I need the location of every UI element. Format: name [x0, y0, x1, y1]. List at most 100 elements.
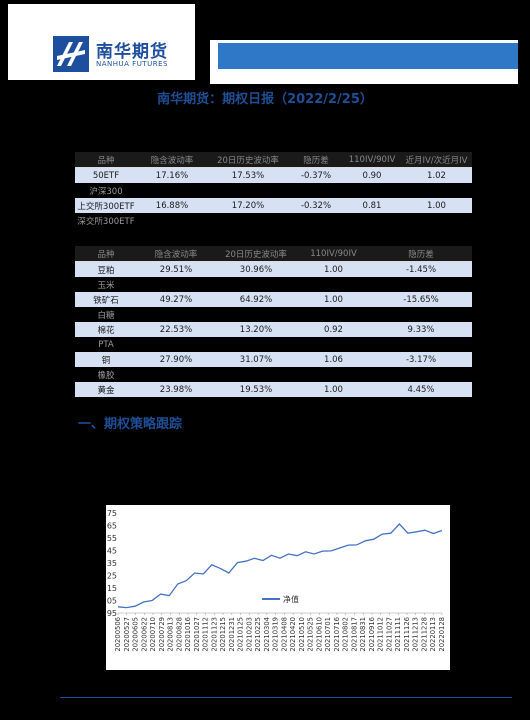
logo-text-cn: 南华期货	[96, 42, 168, 62]
table-cell	[215, 337, 297, 352]
x-tick-label: 20211126	[403, 617, 411, 652]
etf-option-table-body: 品种 隐含波动率 20日历史波动率 隐历差 110IV/90IV 近月IV/次近月IV 50…	[75, 152, 472, 228]
x-tick-label: 20210319	[272, 617, 280, 652]
table-cell	[215, 367, 297, 382]
table-cell	[401, 213, 472, 228]
x-tick-label: 20210510	[298, 617, 306, 652]
table-cell: 0.90	[343, 167, 401, 183]
table-cell	[137, 183, 207, 198]
table-cell	[370, 367, 472, 382]
table-cell	[137, 367, 215, 382]
x-tick-label: 20201016	[184, 617, 192, 652]
column-header: 110IV/90IV	[343, 152, 401, 168]
table-row: 深交所300ETF	[75, 213, 472, 228]
x-tick-label: 20211213	[412, 617, 420, 652]
table-cell: 黄金	[75, 382, 137, 397]
x-tick-label: 20210525	[307, 617, 315, 652]
table-cell: 铜	[75, 352, 137, 367]
table-cell: 橡胶	[75, 367, 137, 382]
column-header: 隐历差	[289, 152, 343, 168]
x-tick-label: 20200622	[140, 617, 148, 652]
table-cell: 1.00	[297, 261, 370, 277]
y-tick-label: 0.95	[106, 609, 117, 618]
table-cell: 64.92%	[215, 292, 297, 307]
x-tick-label: 20200710	[149, 617, 157, 652]
section-title: 一、期权策略跟踪	[78, 417, 183, 432]
table-cell: 0.81	[343, 198, 401, 213]
table-row: 50ETF 17.16% 17.53% -0.37% 0.90 1.02	[75, 167, 472, 183]
x-tick-label: 20200813	[167, 617, 175, 652]
x-tick-label: 20210125	[237, 617, 245, 652]
x-tick-label: 20201123	[210, 617, 218, 652]
table-cell	[370, 277, 472, 292]
logo-text-en: NANHUA FUTURES	[96, 60, 168, 68]
table-row: 上交所300ETF 16.88% 17.20% -0.32% 0.81 1.00	[75, 198, 472, 213]
header-banner-bar	[218, 43, 518, 69]
nav-chart: 1.751.651.551.451.351.251.151.050.952020…	[99, 505, 450, 670]
table-cell	[137, 213, 207, 228]
table-cell: 27.90%	[137, 352, 215, 367]
x-tick-label: 20200527	[123, 617, 131, 652]
x-tick-label: 20201231	[228, 617, 236, 652]
table-cell	[207, 213, 289, 228]
table-cell	[297, 277, 370, 292]
table-cell	[297, 307, 370, 322]
y-tick-label: 1.05	[106, 597, 117, 606]
table-cell: -0.37%	[289, 167, 343, 183]
table-row: 铁矿石 49.27% 64.92% 1.00 -15.65%	[75, 292, 472, 307]
table-cell: 沪深300	[75, 183, 137, 198]
etf-option-table: 品种 隐含波动率 20日历史波动率 隐历差 110IV/90IV 近月IV/次近月IV 50…	[75, 152, 472, 228]
table-cell: 白糖	[75, 307, 137, 322]
column-header: 品种	[75, 246, 137, 262]
table-row: 豆粕 29.51% 30.96% 1.00 -1.45%	[75, 261, 472, 277]
table-row: 玉米	[75, 277, 472, 292]
x-tick-label: 20200729	[158, 617, 166, 652]
commodity-option-table: 品种 隐含波动率 20日历史波动率 110IV/90IV 隐历差 豆粕 29.51% 30.9…	[75, 246, 472, 397]
table-cell: 0.92	[297, 322, 370, 337]
column-header: 品种	[75, 152, 137, 168]
x-tick-label: 20210420	[289, 617, 297, 652]
table-row: 橡胶	[75, 367, 472, 382]
table-cell	[137, 277, 215, 292]
table-cell: 9.33%	[370, 322, 472, 337]
y-tick-label: 1.15	[106, 584, 117, 593]
table-cell: 1.06	[297, 352, 370, 367]
table-row: 黄金 23.98% 19.53% 1.00 4.45%	[75, 382, 472, 397]
x-tick-label: 20210802	[342, 617, 350, 652]
x-tick-label: 20210203	[245, 617, 253, 652]
column-header: 隐含波动率	[137, 246, 215, 262]
logo: 南华期货 NANHUA FUTURES	[8, 4, 195, 80]
table-header-row: 品种 隐含波动率 20日历史波动率 隐历差 110IV/90IV 近月IV/次近月IV	[75, 152, 472, 168]
x-tick-label: 20210916	[368, 617, 376, 652]
legend-label: 净值	[283, 594, 299, 604]
table-cell: 13.20%	[215, 322, 297, 337]
x-tick-label: 20210817	[350, 617, 358, 652]
table-cell	[343, 213, 401, 228]
x-tick-label: 20201215	[219, 617, 227, 652]
x-tick-label: 20200605	[132, 617, 140, 652]
table-cell: 29.51%	[137, 261, 215, 277]
table-cell: 铁矿石	[75, 292, 137, 307]
page-title: 南华期货：期权日报（2022/2/25）	[157, 92, 373, 107]
y-tick-label: 1.75	[106, 509, 117, 518]
table-cell: 上交所300ETF	[75, 198, 137, 213]
table-cell: -3.17%	[370, 352, 472, 367]
table-cell: 豆粕	[75, 261, 137, 277]
x-tick-label: 20210610	[315, 617, 323, 652]
table-cell: 4.45%	[370, 382, 472, 397]
x-tick-label: 20211012	[377, 617, 385, 652]
table-cell: 22.53%	[137, 322, 215, 337]
table-cell: 19.53%	[215, 382, 297, 397]
column-header: 20日历史波动率	[215, 246, 297, 262]
column-header: 110IV/90IV	[297, 246, 370, 262]
table-cell	[343, 183, 401, 198]
table-cell	[370, 337, 472, 352]
footer-divider	[60, 697, 512, 698]
table-row: 白糖	[75, 307, 472, 322]
x-tick-label: 20201112	[202, 617, 210, 652]
x-tick-label: 20220113	[429, 617, 437, 652]
x-tick-label: 20211111	[394, 617, 402, 652]
table-cell: 49.27%	[137, 292, 215, 307]
column-header: 20日历史波动率	[207, 152, 289, 168]
y-tick-label: 1.45	[106, 547, 117, 556]
